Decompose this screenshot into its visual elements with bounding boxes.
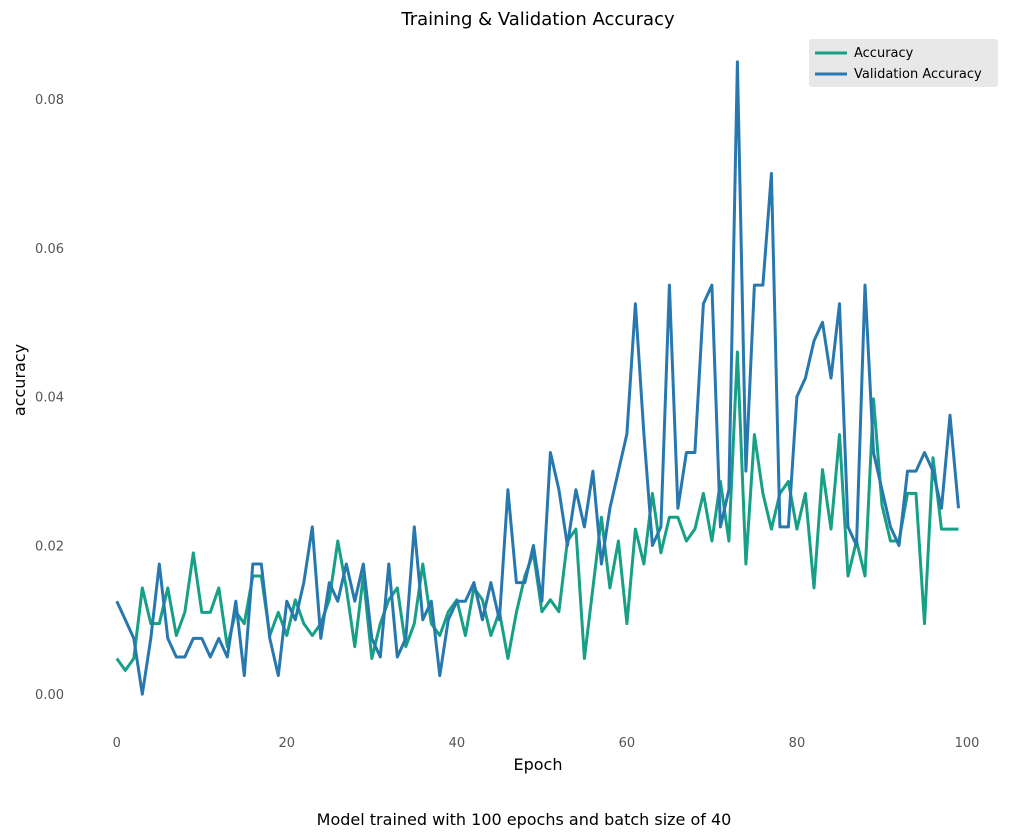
y-axis-ticks: 0.00 0.02 0.04 0.06 0.08 bbox=[35, 93, 64, 703]
x-tick-label: 60 bbox=[619, 736, 636, 751]
legend-label-validation-accuracy: Validation Accuracy bbox=[854, 67, 982, 82]
series-line-validation-accuracy bbox=[115, 60, 960, 696]
series-line-accuracy bbox=[115, 350, 959, 672]
y-tick-label: 0.04 bbox=[35, 391, 64, 406]
y-axis-label: accuracy bbox=[10, 344, 29, 416]
x-tick-label: 20 bbox=[279, 736, 296, 751]
x-axis-label: Epoch bbox=[514, 755, 563, 774]
chart-caption: Model trained with 100 epochs and batch … bbox=[317, 810, 732, 829]
x-tick-label: 40 bbox=[449, 736, 466, 751]
y-tick-label: 0.00 bbox=[35, 688, 64, 703]
x-tick-label: 100 bbox=[955, 736, 980, 751]
x-axis-ticks: 0 20 40 60 80 100 bbox=[113, 736, 980, 751]
x-tick-label: 80 bbox=[789, 736, 806, 751]
series-lines bbox=[115, 60, 960, 696]
y-tick-label: 0.06 bbox=[35, 242, 64, 257]
y-tick-label: 0.08 bbox=[35, 93, 64, 108]
y-tick-label: 0.02 bbox=[35, 539, 64, 554]
legend-label-accuracy: Accuracy bbox=[854, 46, 914, 61]
chart-title: Training & Validation Accuracy bbox=[400, 9, 675, 30]
legend-box bbox=[809, 39, 998, 87]
x-tick-label: 0 bbox=[113, 736, 121, 751]
legend: Accuracy Validation Accuracy bbox=[809, 39, 998, 87]
